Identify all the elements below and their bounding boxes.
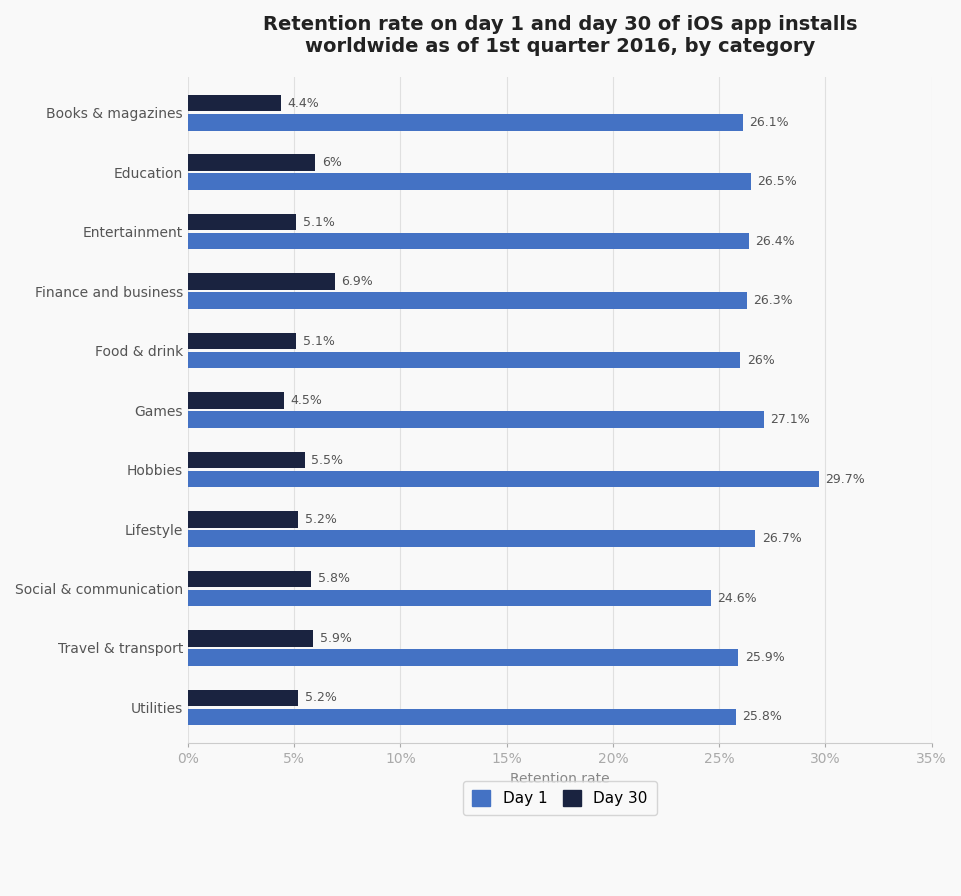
Bar [187,392,283,409]
Bar [187,470,818,487]
Bar [187,590,710,607]
Bar [187,630,313,647]
Bar [187,512,298,528]
Text: 4.4%: 4.4% [287,97,319,109]
Text: 26.7%: 26.7% [761,532,801,545]
Text: 26.1%: 26.1% [749,116,788,129]
Text: 6%: 6% [322,156,341,169]
Text: 6.9%: 6.9% [340,275,372,289]
Text: 5.8%: 5.8% [317,573,349,585]
Bar [187,709,735,725]
Bar [187,650,737,666]
Bar [187,352,740,368]
Legend: Day 1, Day 30: Day 1, Day 30 [462,781,656,815]
Bar [187,214,296,230]
Bar [187,95,282,111]
Text: 24.6%: 24.6% [716,591,756,605]
Bar [187,273,334,290]
Text: 5.1%: 5.1% [303,334,334,348]
Text: 26%: 26% [746,354,774,366]
Bar [187,332,296,349]
Bar [187,114,742,131]
Text: 5.9%: 5.9% [319,632,351,645]
Text: 26.3%: 26.3% [752,294,792,307]
Text: 5.5%: 5.5% [311,453,343,467]
Text: 26.4%: 26.4% [754,235,794,247]
Bar [187,690,298,706]
Text: 25.9%: 25.9% [744,651,783,664]
Text: 25.8%: 25.8% [742,711,781,723]
Bar [187,154,315,171]
Text: 26.5%: 26.5% [756,176,797,188]
Bar [187,233,749,249]
Bar [187,571,311,587]
Bar [187,292,746,309]
Text: 29.7%: 29.7% [825,472,864,486]
Bar [187,173,751,190]
Bar [187,411,763,428]
Text: 5.2%: 5.2% [305,692,336,704]
Bar [187,452,305,469]
Text: 5.1%: 5.1% [303,216,334,228]
Text: 5.2%: 5.2% [305,513,336,526]
Text: 4.5%: 4.5% [289,394,322,407]
X-axis label: Retention rate: Retention rate [509,771,609,786]
Bar [187,530,754,547]
Title: Retention rate on day 1 and day 30 of iOS app installs
worldwide as of 1st quart: Retention rate on day 1 and day 30 of iO… [262,15,856,56]
Text: 27.1%: 27.1% [770,413,809,426]
